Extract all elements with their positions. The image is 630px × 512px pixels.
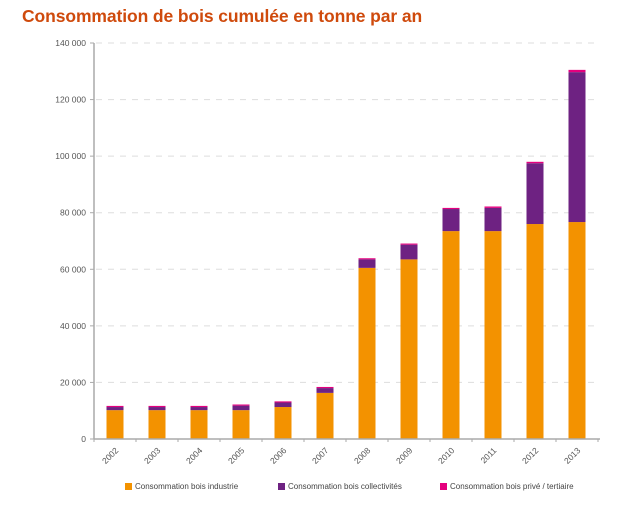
legend-item-collectivites: Consommation bois collectivités <box>278 482 402 491</box>
bar-segment-industrie <box>190 410 208 439</box>
bar-segment-collectivites <box>148 407 166 411</box>
y-tick-label: 20 000 <box>60 377 86 387</box>
bar-segment-prive-tertiaire <box>190 405 208 408</box>
x-tick-label: 2003 <box>142 445 163 466</box>
y-tick-label: 140 000 <box>55 38 86 48</box>
bar-segment-industrie <box>526 224 544 439</box>
x-tick-label: 2010 <box>436 445 457 466</box>
bar-segment-prive-tertiaire <box>526 161 544 164</box>
y-tick-label: 40 000 <box>60 321 86 331</box>
bar-segment-collectivites <box>400 244 418 260</box>
y-tick-labels: 0 20 000 40 000 60 000 80 000 100 000 120 000 1… <box>55 38 86 444</box>
bar-segment-industrie <box>442 231 460 439</box>
x-tick-label: 2011 <box>478 445 498 465</box>
x-tick-label: 2006 <box>268 445 289 466</box>
bar-segment-prive-tertiaire <box>316 386 334 389</box>
axes <box>90 42 600 442</box>
bar-segment-collectivites <box>484 207 502 232</box>
bar-segment-industrie <box>148 410 166 439</box>
x-tick-label: 2005 <box>226 445 247 466</box>
bar-segment-prive-tertiaire <box>400 243 418 245</box>
bar-segment-prive-tertiaire <box>358 258 376 260</box>
y-tick-label: 0 <box>81 434 86 444</box>
bar-segment-collectivites <box>274 402 292 408</box>
x-tick-label: 2007 <box>310 445 331 466</box>
legend-item-prive-tertiaire: Consommation bois privé / tertiaire <box>440 482 574 491</box>
bar-segment-collectivites <box>316 388 334 393</box>
bar-segment-collectivites <box>526 163 544 225</box>
bar-segment-collectivites <box>232 405 250 411</box>
legend-swatch-prive-tertiaire <box>440 483 447 490</box>
gridlines <box>96 42 598 383</box>
bar-segment-prive-tertiaire <box>568 69 586 73</box>
legend-swatch-industrie <box>125 483 132 490</box>
bars <box>106 69 586 439</box>
bar-segment-collectivites <box>106 407 124 411</box>
bar-segment-industrie <box>316 392 334 439</box>
bar-segment-prive-tertiaire <box>442 207 460 210</box>
bar-segment-prive-tertiaire <box>232 404 250 406</box>
bar-segment-industrie <box>358 267 376 439</box>
bar-segment-collectivites <box>442 209 460 232</box>
legend-swatch-collectivites <box>278 483 285 490</box>
bar-segment-prive-tertiaire <box>148 405 166 408</box>
legend-label-industrie: Consommation bois industrie <box>135 482 239 491</box>
bar-segment-collectivites <box>190 407 208 411</box>
y-tick-label: 80 000 <box>60 208 86 218</box>
x-tick-label: 2004 <box>184 445 205 466</box>
legend-label-prive-tertiaire: Consommation bois privé / tertiaire <box>450 482 574 491</box>
y-tick-label: 120 000 <box>55 95 86 105</box>
y-tick-label: 60 000 <box>60 264 86 274</box>
bar-segment-industrie <box>106 410 124 439</box>
x-tick-label: 2008 <box>352 445 373 466</box>
x-tick-labels: 2002 2003 2004 2005 2006 2007 2008 2009 2010 2011… <box>100 445 583 466</box>
bar-segment-collectivites <box>568 72 586 223</box>
x-tick-label: 2002 <box>100 445 121 466</box>
chart-title: Consommation de bois cumulée en tonne pa… <box>22 6 423 26</box>
x-tick-label: 2012 <box>520 445 541 466</box>
legend-item-industrie: Consommation bois industrie <box>125 482 238 491</box>
y-tick-label: 100 000 <box>55 151 86 161</box>
legend-label-collectivites: Consommation bois collectivités <box>288 482 402 491</box>
bar-segment-collectivites <box>358 259 376 268</box>
bar-segment-industrie <box>484 231 502 439</box>
bar-segment-prive-tertiaire <box>106 405 124 408</box>
bar-segment-industrie <box>400 259 418 439</box>
bar-segment-industrie <box>274 407 292 439</box>
bar-segment-prive-tertiaire <box>274 401 292 403</box>
bar-segment-industrie <box>232 410 250 439</box>
x-tick-label: 2013 <box>562 445 583 466</box>
x-tick-label: 2009 <box>394 445 415 466</box>
bar-segment-industrie <box>568 222 586 439</box>
bar-segment-prive-tertiaire <box>484 206 502 208</box>
